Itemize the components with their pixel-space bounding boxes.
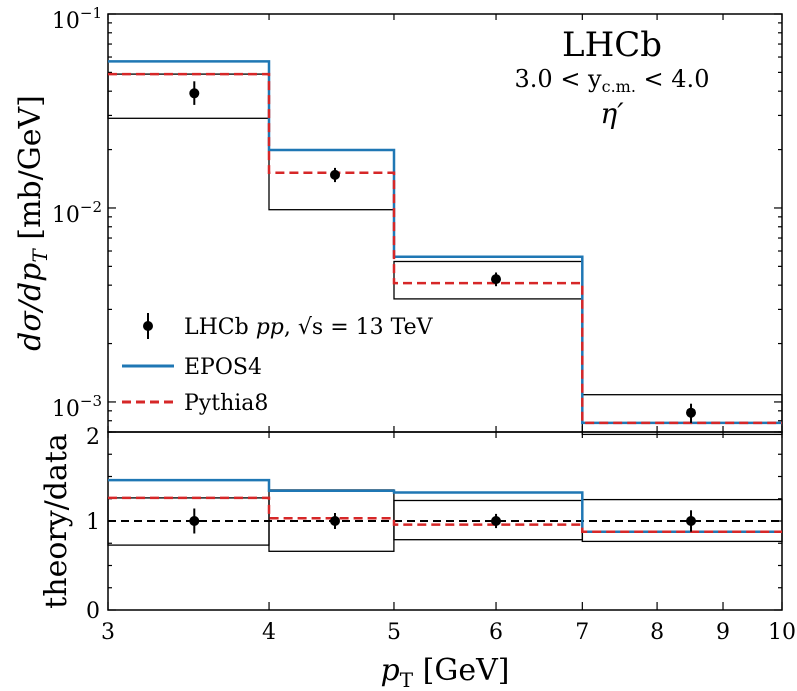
ratio-y-tick-label: 1 <box>86 510 100 535</box>
x-tick-label: 4 <box>262 620 276 645</box>
x-tick-labels: 3 4 5 6 7 8 9 10 <box>101 620 796 645</box>
ratio-y-tick-labels: 0 1 2 <box>86 425 100 624</box>
data-point <box>491 274 501 285</box>
model-series <box>108 60 782 425</box>
ratio-y-tick-label: 0 <box>86 599 100 624</box>
y-tick-label-3: 10−3 <box>52 392 102 422</box>
legend: LHCb pp, √s = 13 TeV EPOS4 Pythia8 <box>122 313 434 416</box>
legend-item-data: LHCb pp, √s = 13 TeV <box>143 313 434 340</box>
x-tick-label: 10 <box>768 620 796 645</box>
ratio-panel: 0 1 2 3 4 5 6 7 8 9 10 theory/data pT [GeV] <box>39 425 796 691</box>
legend-item-pythia8: Pythia8 <box>122 391 268 416</box>
ratio-data-point <box>189 516 200 526</box>
ratio-series-pythia8 <box>108 496 782 533</box>
data-point <box>686 407 696 418</box>
ratio-data-points <box>189 508 696 534</box>
y-axis-label: dσ/dpT [mb/GeV] <box>13 95 52 351</box>
ratio-model-series <box>108 478 782 533</box>
x-tick-label: 6 <box>489 620 503 645</box>
syst-box <box>393 260 584 300</box>
ratio-ticks <box>107 431 783 611</box>
ratio-data-point <box>491 516 501 526</box>
x-tick-label: 9 <box>716 620 730 645</box>
legend-label-pythia8: Pythia8 <box>184 391 268 416</box>
series-pythia8 <box>108 72 782 425</box>
main-panel: 10−1 10−2 10−3 dσ/dpT [mb/GeV] LHCb 3.0 … <box>13 4 783 436</box>
x-tick-label: 3 <box>101 620 115 645</box>
particle-label: η′ <box>600 97 624 130</box>
ratio-series-epos4 <box>108 478 782 533</box>
data-point <box>189 88 200 99</box>
data-point <box>330 169 340 180</box>
ratio-data-point <box>686 516 696 526</box>
series-epos4 <box>108 60 782 425</box>
legend-item-epos4: EPOS4 <box>122 355 262 380</box>
x-tick-label: 5 <box>387 620 401 645</box>
data-points <box>189 81 696 423</box>
rapidity-range: 3.0 < yc.m. < 4.0 <box>515 65 710 96</box>
syst-box <box>581 394 783 436</box>
y-tick-label-1: 10−1 <box>52 4 102 34</box>
y-tick-label-2: 10−2 <box>52 198 102 228</box>
ratio-data-point <box>330 516 340 526</box>
syst-box <box>107 73 270 119</box>
legend-data-marker <box>143 321 153 331</box>
chart-title: LHCb <box>562 25 662 65</box>
legend-label-epos4: EPOS4 <box>184 355 262 380</box>
legend-label-data: LHCb pp, √s = 13 TeV <box>184 315 434 340</box>
syst-box <box>268 149 395 211</box>
x-tick-label: 8 <box>650 620 664 645</box>
syst-boxes <box>107 73 783 436</box>
x-axis-label: pT [GeV] <box>381 653 510 691</box>
ratio-y-axis-label: theory/data <box>39 433 74 609</box>
x-tick-label: 7 <box>575 620 589 645</box>
ratio-y-tick-label: 2 <box>86 425 100 450</box>
